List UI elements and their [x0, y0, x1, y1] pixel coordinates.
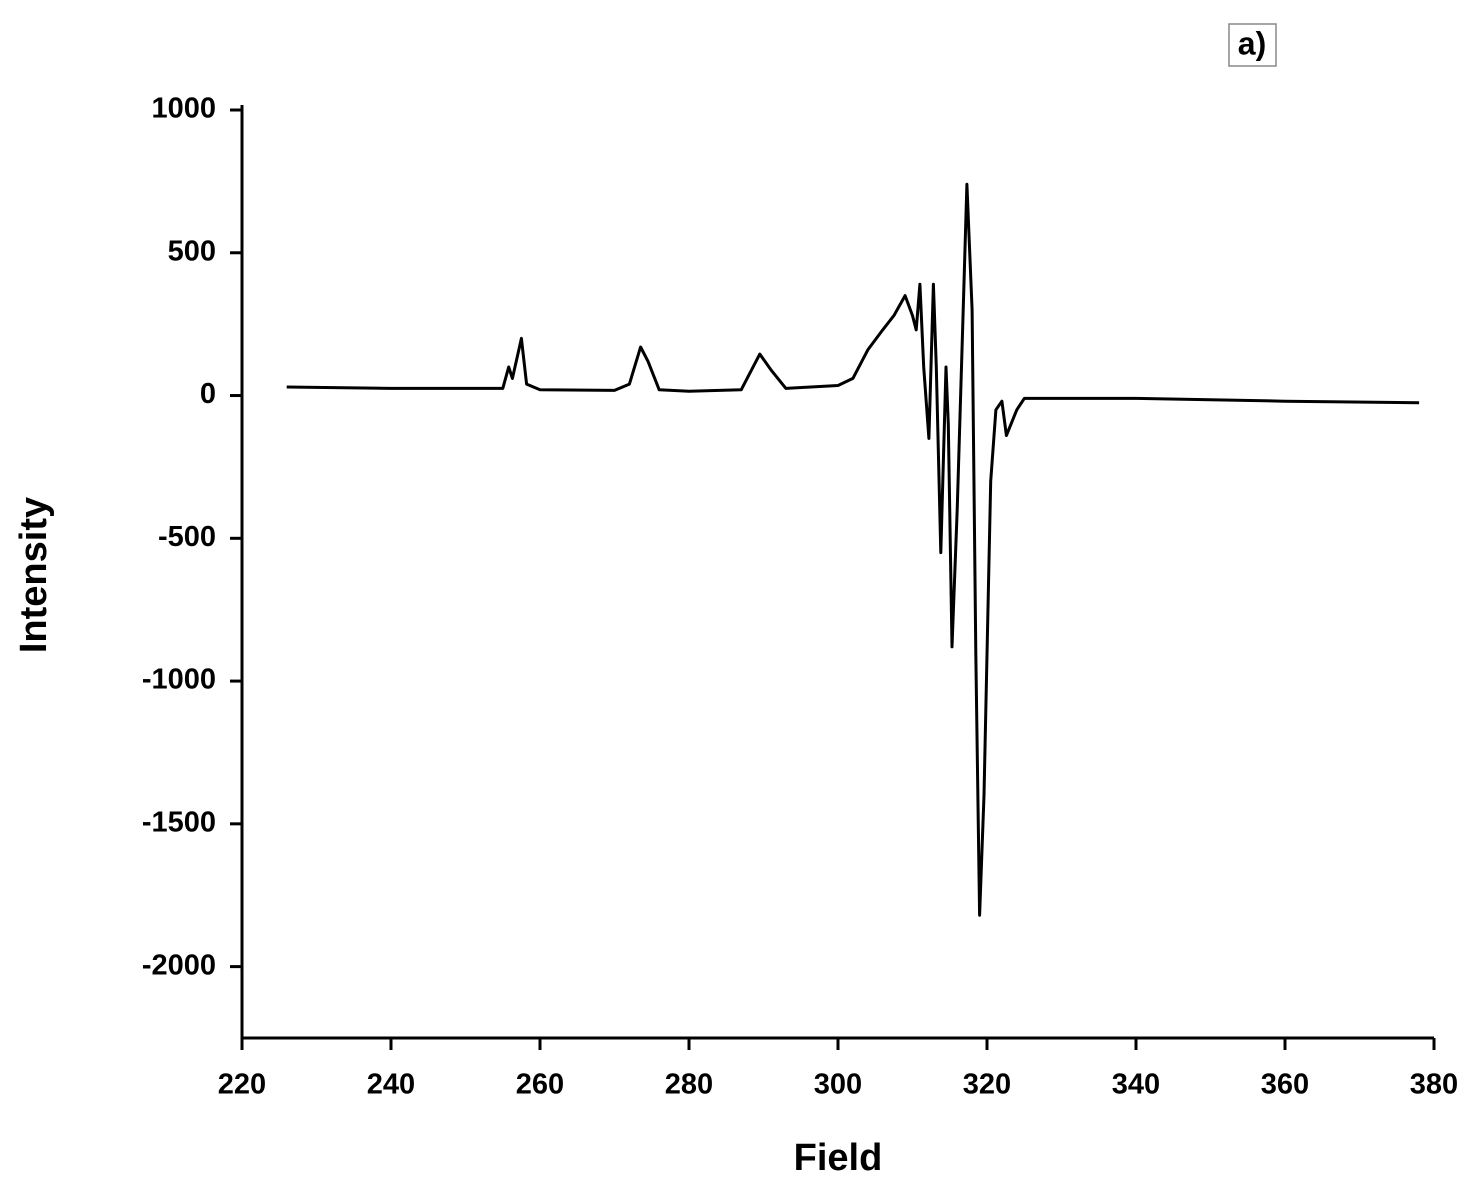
- y-tick-label: -500: [158, 521, 216, 553]
- y-axis-title: Intensity: [13, 497, 55, 653]
- x-tick-label: 360: [1261, 1069, 1309, 1101]
- x-tick-label: 280: [665, 1069, 713, 1101]
- x-tick-label: 220: [218, 1069, 266, 1101]
- y-tick-label: 0: [200, 378, 216, 410]
- y-tick-label: -1000: [142, 664, 216, 696]
- x-tick-label: 320: [963, 1069, 1011, 1101]
- x-tick-label: 240: [367, 1069, 415, 1101]
- annotation-box: [1228, 23, 1277, 67]
- x-tick-label: 340: [1112, 1069, 1160, 1101]
- y-tick-label: 1000: [151, 93, 216, 125]
- annotation: a): [1238, 25, 1266, 61]
- x-axis-title: Field: [794, 1137, 883, 1179]
- series-line: [286, 182, 1420, 917]
- y-tick-label: -1500: [142, 807, 216, 839]
- y-tick-label: -2000: [142, 949, 216, 981]
- x-tick-label: 300: [814, 1069, 862, 1101]
- x-tick-label: 380: [1410, 1069, 1458, 1101]
- x-tick-label: 260: [516, 1069, 564, 1101]
- y-tick-label: 500: [168, 235, 216, 267]
